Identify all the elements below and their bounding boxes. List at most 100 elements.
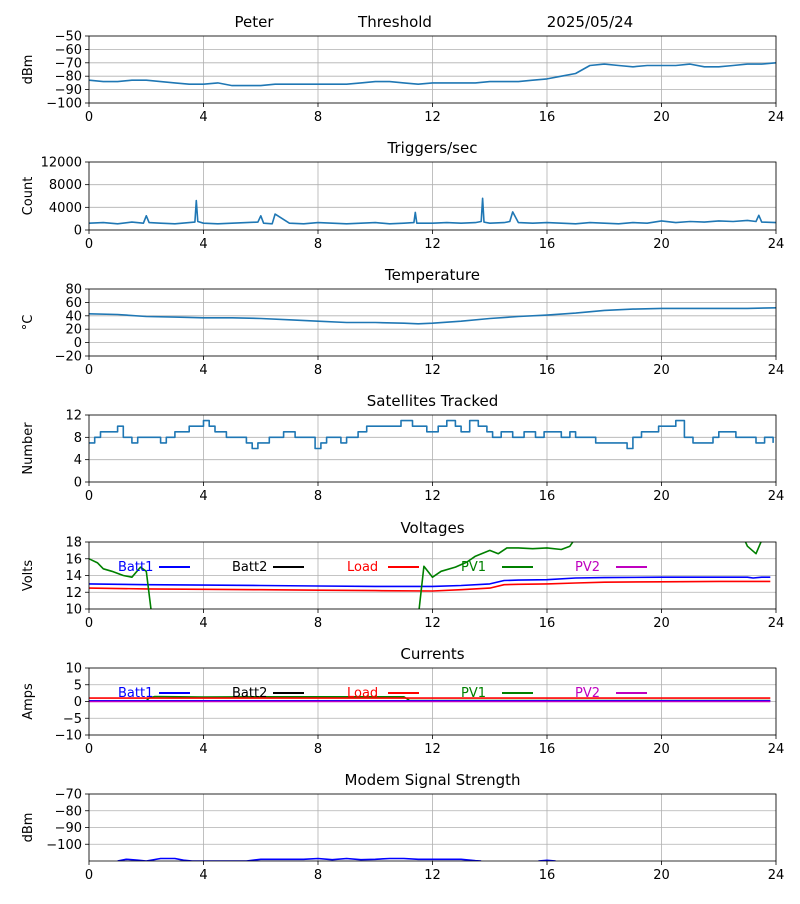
series-line	[89, 62, 776, 87]
series-line	[89, 307, 776, 325]
y-tick-label: 12	[65, 409, 82, 424]
x-tick-label: 24	[768, 742, 785, 757]
legend-label-pv2: PV2	[575, 560, 600, 575]
series-line	[89, 197, 776, 225]
y-tick-label: 10	[65, 662, 82, 677]
x-tick-label: 16	[539, 237, 556, 252]
y-tick-label: 0	[74, 476, 82, 491]
subplot-title: Modem Signal Strength	[345, 771, 521, 789]
x-tick-label: 0	[85, 742, 93, 757]
x-tick-label: 4	[199, 868, 207, 883]
y-tick-label: 4	[74, 453, 82, 468]
header-date: 2025/05/24	[547, 13, 633, 31]
y-tick-label: −100	[46, 838, 82, 853]
subplot-0: 0 4 8 12 16 20 24 −100−90−80−70−60−50 dBm	[21, 30, 784, 126]
series-line	[117, 857, 482, 861]
y-tick-label: 40	[65, 309, 82, 324]
x-tick-label: 24	[768, 363, 785, 378]
y-tick-label: −5	[63, 712, 82, 727]
x-tick-label: 8	[314, 616, 322, 631]
y-tick-label: 16	[65, 552, 82, 567]
legend-label-batt2: Batt2	[232, 686, 267, 701]
x-tick-label: 24	[768, 110, 785, 125]
x-tick-label: 20	[653, 363, 670, 378]
x-tick-label: 4	[199, 110, 207, 125]
x-tick-label: 12	[424, 616, 441, 631]
y-tick-label: 18	[65, 536, 82, 551]
x-tick-label: 8	[314, 110, 322, 125]
y-tick-label: 0	[74, 224, 82, 239]
legend-label-batt1: Batt1	[118, 686, 153, 701]
x-tick-label: 24	[768, 616, 785, 631]
y-axis-label: Amps	[21, 683, 36, 720]
x-tick-label: 8	[314, 363, 322, 378]
x-tick-label: 12	[424, 742, 441, 757]
y-tick-label: 8000	[49, 178, 82, 193]
x-tick-label: 16	[539, 742, 556, 757]
x-tick-label: 20	[653, 489, 670, 504]
x-tick-label: 20	[653, 742, 670, 757]
y-tick-label: −70	[55, 56, 82, 71]
y-axis-label: Count	[21, 177, 36, 216]
x-tick-label: 8	[314, 742, 322, 757]
y-tick-label: −100	[46, 97, 82, 112]
x-tick-label: 4	[199, 742, 207, 757]
y-tick-label: 8	[74, 431, 82, 446]
subplot-1: 0 4 8 12 16 20 24 0 4000 8000 12000 Triggers/sec Cou…	[21, 139, 784, 252]
y-tick-label: 10	[65, 603, 82, 618]
x-tick-label: 16	[539, 868, 556, 883]
x-tick-label: 4	[199, 363, 207, 378]
y-tick-label: 20	[65, 323, 82, 338]
x-tick-label: 4	[199, 237, 207, 252]
legend-label-load: Load	[347, 560, 378, 575]
x-tick-label: 8	[314, 868, 322, 883]
x-tick-label: 12	[424, 237, 441, 252]
x-tick-label: 8	[314, 489, 322, 504]
x-tick-label: 24	[768, 868, 785, 883]
y-tick-label: −60	[55, 43, 82, 58]
y-tick-label: 4000	[49, 201, 82, 216]
x-tick-label: 0	[85, 363, 93, 378]
header-station-name: Peter	[234, 13, 274, 31]
y-tick-label: −20	[55, 350, 82, 365]
x-tick-label: 0	[85, 868, 93, 883]
y-tick-label: −10	[55, 729, 82, 744]
subplot-title: Voltages	[400, 519, 464, 537]
x-tick-label: 16	[539, 489, 556, 504]
y-tick-label: 80	[65, 283, 82, 298]
x-tick-label: 0	[85, 237, 93, 252]
y-tick-label: −50	[55, 30, 82, 45]
x-tick-label: 20	[653, 110, 670, 125]
subplot-title: Currents	[400, 645, 464, 663]
series-line-load	[89, 580, 771, 592]
y-axis-label: °C	[21, 315, 36, 331]
x-tick-label: 8	[314, 237, 322, 252]
legend-label-pv2: PV2	[575, 686, 600, 701]
y-tick-label: 0	[74, 695, 82, 710]
legend-label-pv1: PV1	[461, 686, 486, 701]
x-tick-label: 20	[653, 868, 670, 883]
series-line	[89, 419, 774, 450]
y-tick-label: 0	[74, 336, 82, 351]
y-tick-label: −80	[55, 804, 82, 819]
series-line-pv1	[89, 542, 762, 609]
x-tick-label: 4	[199, 616, 207, 631]
y-axis-label: Number	[21, 422, 36, 475]
y-tick-label: 12000	[41, 156, 82, 171]
subplot-title: Triggers/sec	[387, 139, 478, 157]
x-tick-label: 16	[539, 363, 556, 378]
legend-label-pv1: PV1	[461, 560, 486, 575]
y-axis-label: dBm	[21, 813, 36, 843]
y-tick-label: −80	[55, 70, 82, 85]
x-tick-label: 16	[539, 616, 556, 631]
x-tick-label: 12	[424, 489, 441, 504]
series-line-batt1	[89, 576, 771, 588]
y-tick-label: 5	[74, 678, 82, 693]
x-tick-label: 4	[199, 489, 207, 504]
legend-label-batt1: Batt1	[118, 560, 153, 575]
